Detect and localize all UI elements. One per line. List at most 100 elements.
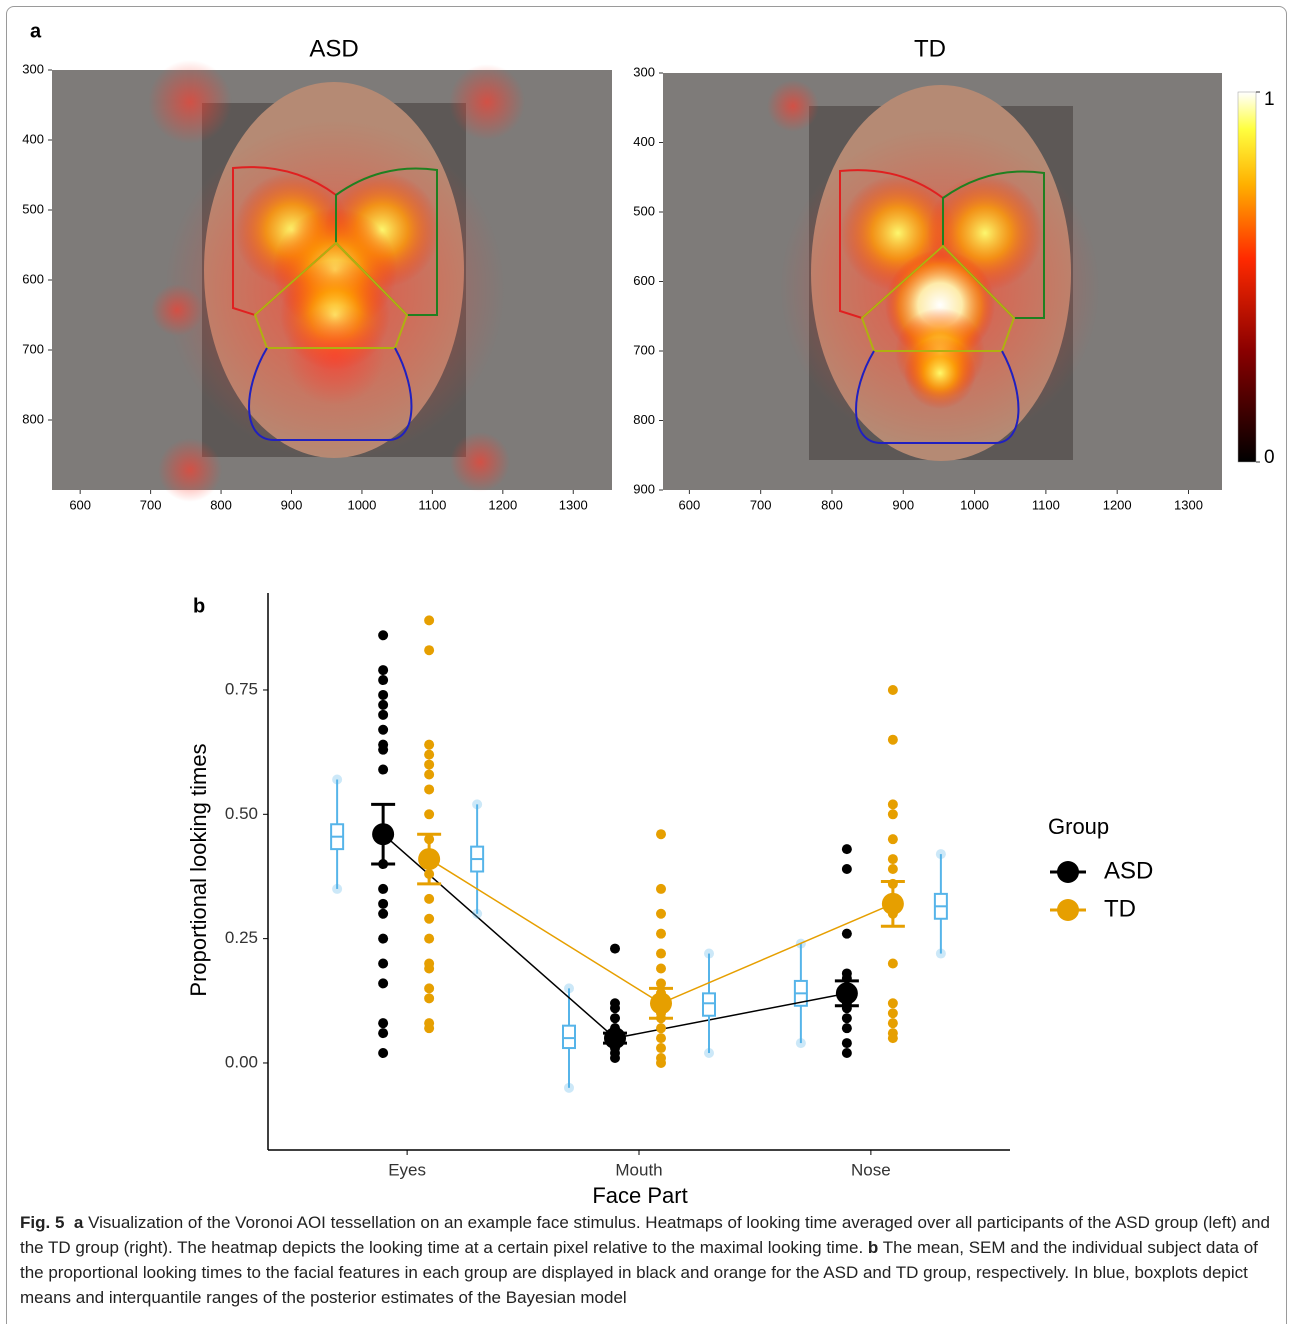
whisker-end xyxy=(472,908,483,919)
subject-point xyxy=(424,645,435,656)
y-tick-label: 300 xyxy=(22,61,44,76)
whisker-end xyxy=(935,948,946,959)
y-tick-label: 800 xyxy=(22,411,44,426)
y-tick-label: 500 xyxy=(22,201,44,216)
subject-point xyxy=(610,943,620,954)
subject-point xyxy=(378,1048,389,1059)
caption-text: Visualization of the Voronoi AOI tessell… xyxy=(20,1213,1270,1257)
legend-key xyxy=(1057,861,1079,883)
subject-point xyxy=(656,948,666,959)
box xyxy=(562,1024,576,1050)
subject-point xyxy=(424,809,435,820)
subject-point xyxy=(887,958,898,969)
x-tick-label: 700 xyxy=(140,497,162,512)
subject-point xyxy=(378,933,389,944)
y-tick-label: 0.50 xyxy=(225,804,258,823)
figure-frame xyxy=(6,6,1287,1324)
legend-label: TD xyxy=(1104,895,1136,922)
subject-point xyxy=(424,963,435,974)
heat-blob xyxy=(450,432,510,492)
colorbar xyxy=(1237,91,1257,463)
subject-point xyxy=(378,675,389,686)
x-tick-label: 900 xyxy=(281,497,303,512)
y-axis-label: Proportional looking times xyxy=(186,743,211,996)
x-tick-label: 900 xyxy=(892,497,914,512)
aoi-eye-left xyxy=(232,166,337,317)
aoi-mouth xyxy=(855,350,1020,444)
subject-point xyxy=(887,1033,898,1044)
subject-point xyxy=(656,883,666,894)
x-tick-label: 600 xyxy=(679,497,701,512)
subject-point xyxy=(841,928,852,939)
heatmap-panel xyxy=(52,60,612,502)
y-tick-label: 500 xyxy=(633,203,655,218)
subject-point xyxy=(378,1028,389,1039)
subject-point xyxy=(887,854,898,865)
subject-point xyxy=(841,1048,852,1059)
chart: a ASD TD b Face Part Proportional lookin… xyxy=(22,20,1275,1208)
mean-point xyxy=(881,892,904,915)
x-tick-label: Eyes xyxy=(388,1160,426,1179)
subject-point xyxy=(424,1023,435,1034)
colorbar-tick-label: 0 xyxy=(1264,447,1275,468)
heat-blob xyxy=(767,80,819,132)
subject-point xyxy=(424,983,435,994)
caption-label: Fig. 5 xyxy=(20,1213,65,1232)
whisker-end xyxy=(795,1038,806,1049)
whisker-end xyxy=(472,799,483,810)
subject-point xyxy=(887,1008,898,1019)
mean-point xyxy=(372,823,395,846)
subject-point xyxy=(887,734,898,745)
aoi-eye-right xyxy=(335,167,438,316)
whisker-end xyxy=(935,849,946,860)
panel-label: a xyxy=(30,20,42,42)
subject-point xyxy=(378,1018,389,1029)
subject-point xyxy=(656,1023,666,1034)
x-axis-label: Face Part xyxy=(592,1183,687,1208)
subject-point xyxy=(887,834,898,845)
subject-point xyxy=(656,928,666,939)
mean-point xyxy=(835,982,858,1005)
x-tick-label: Mouth xyxy=(615,1160,662,1179)
subject-point xyxy=(424,893,435,904)
subject-point xyxy=(887,864,898,875)
whisker-end xyxy=(564,983,574,994)
subject-point xyxy=(424,933,435,944)
subject-point xyxy=(841,1023,852,1034)
whisker-end xyxy=(704,948,714,959)
x-tick-label: Nose xyxy=(851,1160,891,1179)
subject-point xyxy=(378,978,389,989)
y-tick-label: 600 xyxy=(633,273,655,288)
y-tick-label: 700 xyxy=(22,341,44,356)
heat-blob xyxy=(285,305,385,405)
whisker-end xyxy=(564,1082,574,1093)
subject-point xyxy=(656,1043,666,1054)
x-tick-label: 1200 xyxy=(1103,497,1132,512)
y-tick-label: 300 xyxy=(633,64,655,79)
y-tick-label: 0.75 xyxy=(225,679,258,698)
subject-point xyxy=(378,689,389,700)
x-tick-label: 1100 xyxy=(1032,497,1060,512)
y-tick-label: 400 xyxy=(22,131,44,146)
aoi-eye-left xyxy=(839,169,944,320)
aoi-outlines xyxy=(839,169,1045,444)
subject-point xyxy=(378,699,389,710)
subject-point xyxy=(424,739,435,750)
x-tick-label: 1000 xyxy=(960,497,989,512)
y-tick-label: 900 xyxy=(633,481,655,496)
heat-blob xyxy=(904,337,976,409)
x-tick-label: 800 xyxy=(210,497,232,512)
y-tick-label: 0.00 xyxy=(225,1052,258,1071)
caption: Fig. 5 a Visualization of the Voronoi AO… xyxy=(20,1210,1278,1310)
whisker-end xyxy=(332,883,343,894)
subject-point xyxy=(610,1052,620,1063)
panel-title: ASD xyxy=(309,35,358,62)
mean-point xyxy=(650,992,672,1015)
subject-point xyxy=(841,1013,852,1024)
aoi-nose xyxy=(253,241,409,349)
x-tick-label: 1300 xyxy=(1174,497,1203,512)
subject-point xyxy=(378,958,389,969)
subject-point xyxy=(378,709,389,720)
y-tick-label: 400 xyxy=(633,134,655,149)
